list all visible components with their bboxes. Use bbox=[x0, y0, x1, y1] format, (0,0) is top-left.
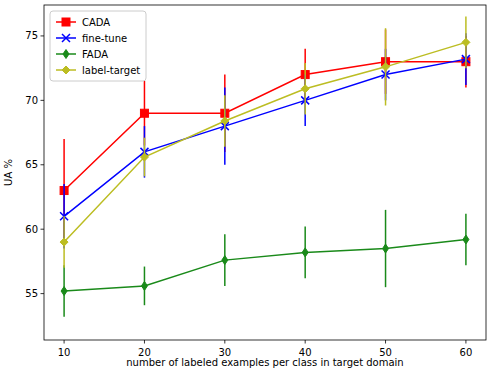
point bbox=[140, 109, 148, 117]
legend-marker bbox=[63, 50, 69, 59]
legend-marker bbox=[62, 34, 70, 42]
y-tick bbox=[41, 35, 45, 36]
error-bar bbox=[224, 87, 226, 164]
y-tick bbox=[41, 164, 45, 165]
x-tick-label: 10 bbox=[58, 347, 71, 358]
y-axis-label: UA % bbox=[3, 159, 14, 186]
point bbox=[463, 235, 469, 244]
y-tick-label: 60 bbox=[25, 224, 38, 235]
error-bar bbox=[144, 126, 146, 178]
y-tick-label: 70 bbox=[25, 95, 38, 106]
series-line bbox=[64, 240, 466, 292]
series bbox=[61, 210, 469, 317]
x-tick bbox=[385, 340, 386, 344]
point bbox=[383, 244, 389, 253]
legend-label: label-target bbox=[82, 65, 140, 76]
x-tick bbox=[305, 340, 306, 344]
legend-label: fine-tune bbox=[82, 33, 127, 44]
x-tick bbox=[465, 340, 466, 344]
point bbox=[221, 117, 229, 125]
y-tick-label: 55 bbox=[25, 288, 38, 299]
x-tick bbox=[224, 340, 225, 344]
point bbox=[462, 38, 470, 46]
point bbox=[382, 63, 390, 71]
point bbox=[60, 238, 68, 246]
legend-label: FADA bbox=[82, 49, 108, 60]
point bbox=[140, 153, 148, 161]
y-tick bbox=[41, 293, 45, 294]
legend: CADA fine-tune FADA label-target bbox=[50, 11, 146, 81]
point bbox=[141, 281, 147, 290]
point bbox=[302, 248, 308, 257]
x-tick bbox=[64, 340, 65, 344]
x-axis-label: number of labeled examples per class in … bbox=[126, 357, 403, 368]
legend-label: CADA bbox=[82, 17, 110, 28]
series-line bbox=[64, 59, 466, 216]
x-tick bbox=[144, 340, 145, 344]
legend-marker bbox=[62, 66, 70, 74]
point bbox=[222, 256, 228, 265]
chart: 1020304050605560657075number of labeled … bbox=[0, 0, 490, 374]
legend-box bbox=[50, 11, 146, 81]
y-tick-label: 65 bbox=[25, 159, 38, 170]
plot-frame bbox=[44, 5, 486, 340]
legend-marker bbox=[62, 18, 70, 26]
y-tick-label: 75 bbox=[25, 30, 38, 41]
x-tick-label: 60 bbox=[460, 347, 473, 358]
series bbox=[60, 33, 470, 248]
point bbox=[61, 287, 67, 296]
point bbox=[301, 85, 309, 93]
error-bar bbox=[224, 75, 226, 152]
series-line bbox=[64, 42, 466, 242]
y-tick bbox=[41, 229, 45, 230]
y-tick bbox=[41, 100, 45, 101]
